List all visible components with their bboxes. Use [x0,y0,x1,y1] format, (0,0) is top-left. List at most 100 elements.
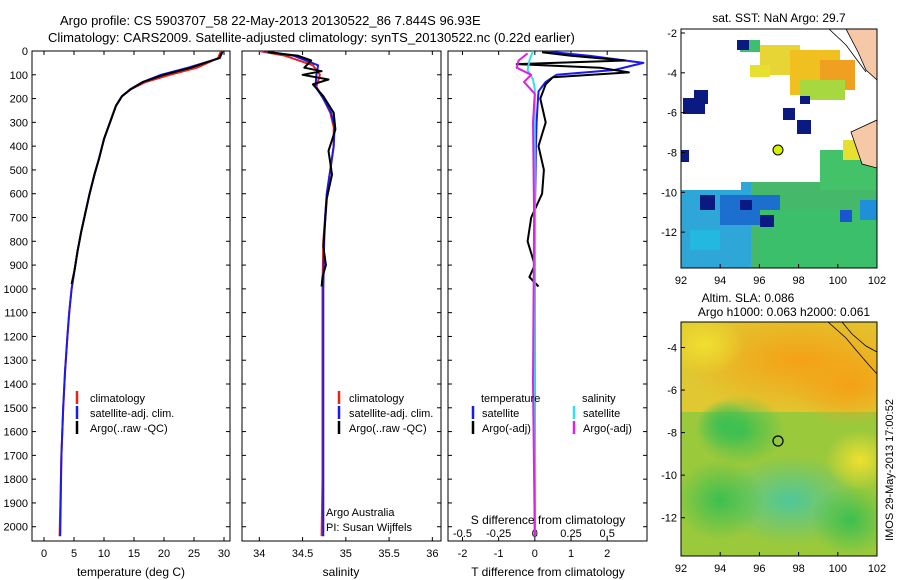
temperature-panel: 0 5 10 15 20 25 30 0 100 200 300 400 500 600 700 800 90… [4,46,231,579]
map-xtick-label: 98 [792,275,804,287]
sla-map-xticks: 92 94 96 98 100 102 [675,552,886,575]
map-ytick-label: -4 [667,68,677,80]
depth-yticks: 0 100 200 300 400 500 600 700 800 900 1000 1100 1200… [4,46,230,534]
ytick-label: 500 [10,165,28,177]
xtick-label: 34.5 [292,548,313,560]
map-ytick-label: -10 [661,470,677,482]
ytick-label: 1900 [4,498,28,510]
ytick-label: 1400 [4,379,28,391]
sst-map-xticks: 92 94 96 98 100 102 [675,264,886,287]
legend-title-temperature: temperature [481,393,540,405]
map-xtick-label: 100 [829,563,847,575]
xtick-label: 25 [188,548,200,560]
difference-xlabel-t: T difference from climatology [471,565,625,579]
sla-map-panel: Altim. SLA: 0.086 Argo h1000: 0.063 h200… [661,291,886,575]
salinity-yticks [242,50,441,528]
map-ytick-label: -6 [667,108,677,120]
difference-xlabel-s: S difference from climatology [471,513,626,527]
ytick-label: 700 [10,213,28,225]
temperature-xlabel: temperature (deg C) [77,565,185,579]
sst-map-yticks: -2 -4 -6 -8 -10 -12 [661,28,685,239]
temperature-axes [31,50,231,542]
legend-label-climatology: climatology [90,393,146,405]
legend-title-salinity: salinity [582,393,616,405]
ytick-label: 1000 [4,284,28,296]
xtick-label: -1 [494,548,504,560]
xtick-top-label: -0.25 [486,528,511,540]
difference-xticks: -2 -1 0 1 2-0.5 -0.25 0 0.25 0.5 [453,51,615,560]
salinity-legend: climatology satellite-adj. clim. Argo(..… [337,391,433,435]
map-xtick-label: 94 [714,563,726,575]
legend-label-temp-satellite: satellite [482,408,519,420]
annotation-pi: PI: Susan Wijffels [326,522,412,534]
sst-map-axes [680,28,878,269]
xtick-label: 36 [426,548,438,560]
ytick-label: 1300 [4,355,28,367]
map-ytick-label: -10 [661,187,677,199]
ytick-label: 800 [10,236,28,248]
sla-argo-marker [772,435,784,447]
xtick-label: -2 [458,548,468,560]
ytick-label: 2000 [4,522,28,534]
ytick-label: 900 [10,260,28,272]
salinity-axes [241,50,442,542]
ytick-label: 1600 [4,427,28,439]
salinity-panel: 34 34.5 35 35.5 36 salinity climatology sate… [241,50,442,579]
map-ytick-label: -8 [667,428,677,440]
ytick-label: 1200 [4,331,28,343]
ytick-label: 1700 [4,450,28,462]
temperature-xticks: 0 5 10 15 20 25 30 [41,51,230,560]
sst-argo-marker [772,144,784,156]
series-line-argo-raw-qc- [70,51,224,285]
xtick-label: 15 [128,548,140,560]
difference-lines [515,51,645,537]
difference-yticks [448,50,647,528]
legend-label-sal-argo: Argo(-adj) [583,423,632,435]
series-line-salinity-argo-adj- [515,52,536,537]
map-ytick-label: -8 [667,147,677,159]
xtick-label: 0 [532,548,538,560]
sst-map-title: sat. SST: NaN Argo: 29.7 [712,11,846,25]
sst-map-cells [681,29,877,268]
imos-credit: IMOS 29-May-2013 17:00:52 [884,399,896,541]
xtick-label: 30 [218,548,230,560]
figure-title-line1: Argo profile: CS 5903707_58 22-May-2013 … [60,13,481,28]
salinity-xticks: 34 34.5 35 35.5 36 [253,51,438,560]
map-xtick-label: 100 [829,275,847,287]
ytick-label: 200 [10,94,28,106]
salinity-xlabel: salinity [323,565,360,579]
sst-map-panel: sat. SST: NaN Argo: 29.7 [661,11,886,287]
legend-label-satellite-adj: satellite-adj. clim. [90,408,174,420]
temperature-legend: climatology satellite-adj. clim. Argo(..… [75,391,174,435]
salinity-lines [259,51,337,537]
xtick-label: 10 [98,548,110,560]
map-xtick-label: 92 [675,563,687,575]
map-ytick-label: -12 [661,513,677,525]
ytick-label: 0 [22,46,28,58]
xtick-label: 1 [568,548,574,560]
map-xtick-label: 92 [675,275,687,287]
legend-label-argo: Argo(..raw -QC) [349,423,427,435]
map-xtick-label: 96 [753,563,765,575]
map-xtick-label: 102 [868,563,886,575]
xtick-label: 34 [253,548,265,560]
ytick-label: 1100 [4,308,28,320]
difference-legend: temperature salinity satellite Argo(-adj… [471,393,632,435]
ytick-label: 300 [10,117,28,129]
map-xtick-label: 102 [868,275,886,287]
map-ytick-label: -6 [667,385,677,397]
sla-map-subtitle: Argo h1000: 0.063 h2000: 0.061 [698,305,870,319]
map-xtick-label: 98 [792,563,804,575]
map-xtick-label: 96 [753,275,765,287]
ytick-label: 400 [10,141,28,153]
ytick-label: 1800 [4,474,28,486]
xtick-label: 35.5 [378,548,399,560]
xtick-label: 2 [604,548,610,560]
ytick-label: 600 [10,189,28,201]
map-xtick-label: 94 [714,275,726,287]
sla-map-title: Altim. SLA: 0.086 [702,291,795,305]
sla-map-field [681,322,877,555]
xtick-label: 5 [71,548,77,560]
legend-label-satellite-adj: satellite-adj. clim. [349,408,433,420]
sla-map-yticks: -4 -6 -8 -10 -12 [661,343,685,525]
